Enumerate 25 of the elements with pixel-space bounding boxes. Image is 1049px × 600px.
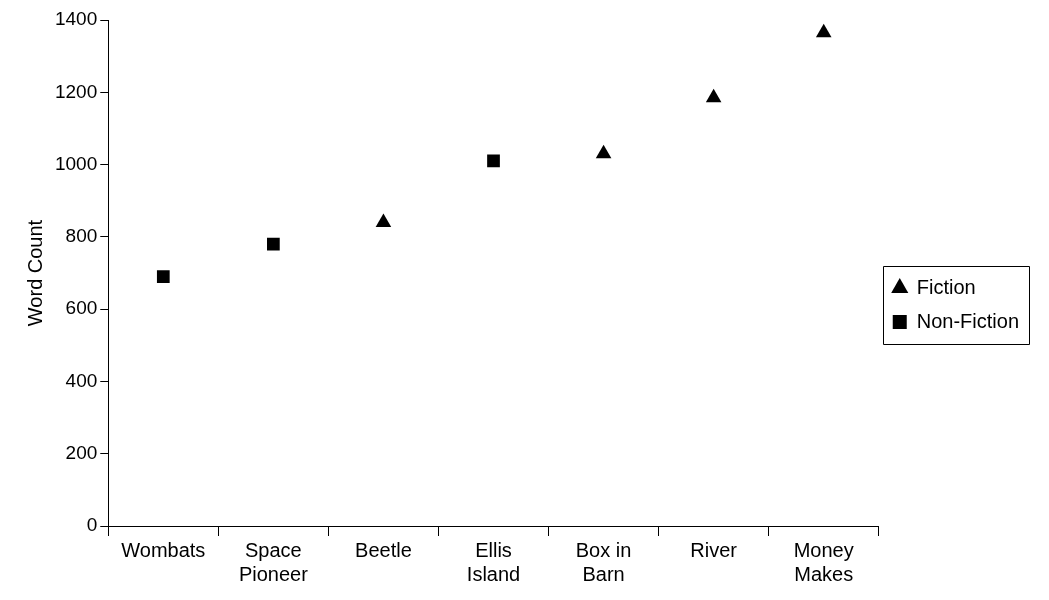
x-tick-label: Ellis Island (466, 538, 521, 585)
x-tick-label: Beetle (355, 538, 412, 561)
point (487, 154, 500, 168)
y-axis-title: Word Count (23, 219, 46, 327)
legend-label: Non-Fiction (916, 309, 1020, 332)
y-tick-label: 1200 (54, 80, 98, 102)
point (267, 237, 280, 251)
point (595, 144, 612, 159)
y-tick-label: 200 (65, 441, 98, 463)
legend-label: Fiction (916, 275, 976, 298)
point (375, 213, 392, 227)
point (705, 88, 722, 103)
y-tick-label: 1400 (54, 8, 98, 30)
x-tick-label: River (690, 538, 738, 561)
y-tick-label: 800 (65, 225, 98, 247)
x-tick-label: Money Makes (793, 538, 854, 585)
x-tick-label: Space Pioneer (238, 538, 309, 585)
point (156, 270, 170, 283)
x-tick-label: Wombats (121, 538, 206, 561)
y-tick-label: 400 (65, 369, 98, 391)
x-tick-label: Box in Barn (575, 538, 632, 585)
y-tick-label: 600 (65, 297, 98, 319)
y-tick-label: 1000 (54, 152, 98, 174)
point (815, 23, 832, 38)
y-tick-label: 0 (86, 514, 98, 536)
